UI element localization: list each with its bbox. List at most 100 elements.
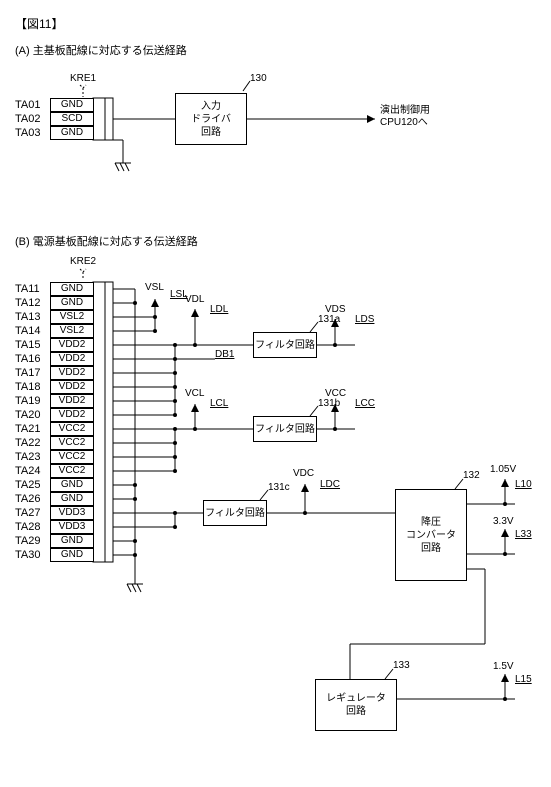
db1-label: DB1	[215, 349, 234, 360]
pin-signal: GND	[50, 296, 94, 310]
pin-row: TA25GND	[15, 478, 94, 492]
out-15v: 1.5V	[493, 661, 514, 672]
out-l15: L15	[515, 674, 532, 685]
pin-row: TA16VDD2	[15, 352, 94, 366]
pin-row: TA11GND	[15, 282, 94, 296]
vdc-label: VDC	[293, 468, 314, 479]
filter-a-box: フィルタ回路	[253, 332, 317, 358]
filter-b-ref: 131b	[318, 398, 340, 409]
pin-signal: VDD2	[50, 380, 94, 394]
out-105v: 1.05V	[490, 464, 516, 475]
pin-name: TA16	[15, 352, 50, 366]
pin-signal: VCC2	[50, 422, 94, 436]
pin-signal: GND	[50, 126, 94, 140]
out-33v: 3.3V	[493, 516, 514, 527]
pin-name: TA26	[15, 492, 50, 506]
diagram-b: KRE2 TA11GNDTA12GNDTA13VSL2TA14VSL2TA15V…	[15, 264, 536, 764]
pin-name: TA15	[15, 338, 50, 352]
vcl-label: VCL	[185, 388, 204, 399]
pin-signal: VSL2	[50, 310, 94, 324]
pin-row: TA26GND	[15, 492, 94, 506]
filter-c-ref: 131c	[268, 482, 290, 493]
pin-row: TA22VCC2	[15, 436, 94, 450]
pin-name: TA11	[15, 282, 50, 296]
pin-row: TA23VCC2	[15, 450, 94, 464]
filter-b-box: フィルタ回路	[253, 416, 317, 442]
stepdown-box: 降圧 コンバータ 回路	[395, 489, 467, 581]
lds-label: LDS	[355, 314, 374, 325]
pins-a: TA01GNDTA02SCDTA03GND	[15, 98, 94, 140]
pin-signal: GND	[50, 548, 94, 562]
pin-signal: VSL2	[50, 324, 94, 338]
pin-signal: GND	[50, 98, 94, 112]
pin-name: TA29	[15, 534, 50, 548]
pin-signal: VDD2	[50, 408, 94, 422]
pin-signal: VCC2	[50, 450, 94, 464]
section-b-title: (B) 電源基板配線に対応する伝送経路	[15, 233, 536, 249]
figure-title: 【図11】	[15, 15, 536, 32]
pin-name: TA21	[15, 422, 50, 436]
pin-name: TA18	[15, 380, 50, 394]
pin-row: TA29GND	[15, 534, 94, 548]
pin-row: TA24VCC2	[15, 464, 94, 478]
vsl-label: VSL	[145, 282, 164, 293]
pin-name: TA27	[15, 506, 50, 520]
lcl-label: LCL	[210, 398, 228, 409]
pin-name: TA24	[15, 464, 50, 478]
pin-name: TA01	[15, 98, 50, 112]
pin-row: TA19VDD2	[15, 394, 94, 408]
pin-name: TA17	[15, 366, 50, 380]
pin-row: TA18VDD2	[15, 380, 94, 394]
pin-name: TA22	[15, 436, 50, 450]
ldl-label: LDL	[210, 304, 228, 315]
pin-name: TA13	[15, 310, 50, 324]
pin-row: TA14VSL2	[15, 324, 94, 338]
pins-b: TA11GNDTA12GNDTA13VSL2TA14VSL2TA15VDD2TA…	[15, 282, 94, 562]
pin-signal: VDD3	[50, 520, 94, 534]
stepdown-ref: 132	[463, 470, 480, 481]
pin-row: TA15VDD2	[15, 338, 94, 352]
kre1-label: KRE1	[70, 73, 96, 84]
pin-name: TA02	[15, 112, 50, 126]
pin-name: TA23	[15, 450, 50, 464]
pin-signal: VDD2	[50, 366, 94, 380]
out-l33: L33	[515, 529, 532, 540]
pin-row: TA01GND	[15, 98, 94, 112]
pin-name: TA19	[15, 394, 50, 408]
filter-c-box: フィルタ回路	[203, 500, 267, 526]
pin-row: TA21VCC2	[15, 422, 94, 436]
pin-name: TA30	[15, 548, 50, 562]
pin-row: TA12GND	[15, 296, 94, 310]
pin-signal: VDD2	[50, 394, 94, 408]
pin-name: TA03	[15, 126, 50, 140]
pin-signal: VDD2	[50, 352, 94, 366]
pin-signal: GND	[50, 282, 94, 296]
pin-row: TA30GND	[15, 548, 94, 562]
pin-signal: GND	[50, 478, 94, 492]
section-a-title: (A) 主基板配線に対応する伝送経路	[15, 42, 536, 58]
pin-signal: VCC2	[50, 464, 94, 478]
driver-box: 入力 ドライバ 回路	[175, 93, 247, 145]
driver-ref: 130	[250, 73, 267, 84]
vdl-label: VDL	[185, 294, 204, 305]
pin-name: TA12	[15, 296, 50, 310]
pin-signal: VDD2	[50, 338, 94, 352]
pin-row: TA20VDD2	[15, 408, 94, 422]
filter-a-ref: 131a	[318, 314, 340, 325]
pin-name: TA14	[15, 324, 50, 338]
driver-output: 演出制御用 CPU120へ	[380, 105, 430, 129]
lcc-label: LCC	[355, 398, 375, 409]
pin-signal: VCC2	[50, 436, 94, 450]
pin-row: TA27VDD3	[15, 506, 94, 520]
pin-signal: GND	[50, 534, 94, 548]
pin-name: TA28	[15, 520, 50, 534]
pin-signal: SCD	[50, 112, 94, 126]
pin-row: TA17VDD2	[15, 366, 94, 380]
pin-row: TA02SCD	[15, 112, 94, 126]
pin-signal: GND	[50, 492, 94, 506]
pin-row: TA13VSL2	[15, 310, 94, 324]
regulator-ref: 133	[393, 660, 410, 671]
pin-name: TA25	[15, 478, 50, 492]
ldc-label: LDC	[320, 479, 340, 490]
pin-name: TA20	[15, 408, 50, 422]
